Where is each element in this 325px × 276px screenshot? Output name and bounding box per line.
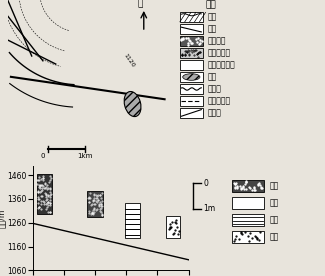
Y-axis label: 海拔/m: 海拔/m <box>0 208 6 228</box>
Text: 图例: 图例 <box>206 0 216 9</box>
Text: 河流: 河流 <box>207 25 217 34</box>
Text: 山地: 山地 <box>207 13 217 22</box>
Text: 0: 0 <box>41 153 45 160</box>
Bar <box>180 48 203 58</box>
Text: 1m: 1m <box>203 204 215 213</box>
Text: 1km: 1km <box>77 153 92 160</box>
Bar <box>180 72 203 82</box>
Text: 1120: 1120 <box>123 52 136 68</box>
Bar <box>166 216 180 238</box>
Text: 剪面线: 剪面线 <box>207 108 221 118</box>
Bar <box>180 36 203 46</box>
Text: 砂石: 砂石 <box>269 182 279 190</box>
Bar <box>232 180 264 192</box>
Text: 湖沼: 湖沼 <box>207 73 217 81</box>
Bar <box>87 191 103 217</box>
Text: 粉沙: 粉沙 <box>269 215 279 224</box>
Ellipse shape <box>183 74 200 80</box>
Bar <box>180 96 203 106</box>
Text: 细砂石滩地: 细砂石滩地 <box>207 49 230 58</box>
Bar <box>180 60 203 70</box>
Text: 表土: 表土 <box>269 232 279 241</box>
Text: 庄体边界线: 庄体边界线 <box>207 96 230 105</box>
Text: 0: 0 <box>203 179 208 188</box>
Bar <box>232 197 264 209</box>
Ellipse shape <box>124 92 141 116</box>
Bar <box>124 203 140 238</box>
Bar <box>180 108 203 118</box>
Bar <box>180 12 203 22</box>
Text: 细沙: 细沙 <box>269 198 279 208</box>
Text: 北: 北 <box>137 0 143 8</box>
Text: 等高线: 等高线 <box>207 84 221 94</box>
Bar <box>232 214 264 226</box>
Bar <box>180 84 203 94</box>
Bar <box>232 231 264 243</box>
Text: 砂石滩地: 砂石滩地 <box>207 36 226 46</box>
Bar <box>36 174 52 214</box>
Bar <box>180 24 203 34</box>
Text: 前缘少土平原: 前缘少土平原 <box>207 60 235 70</box>
